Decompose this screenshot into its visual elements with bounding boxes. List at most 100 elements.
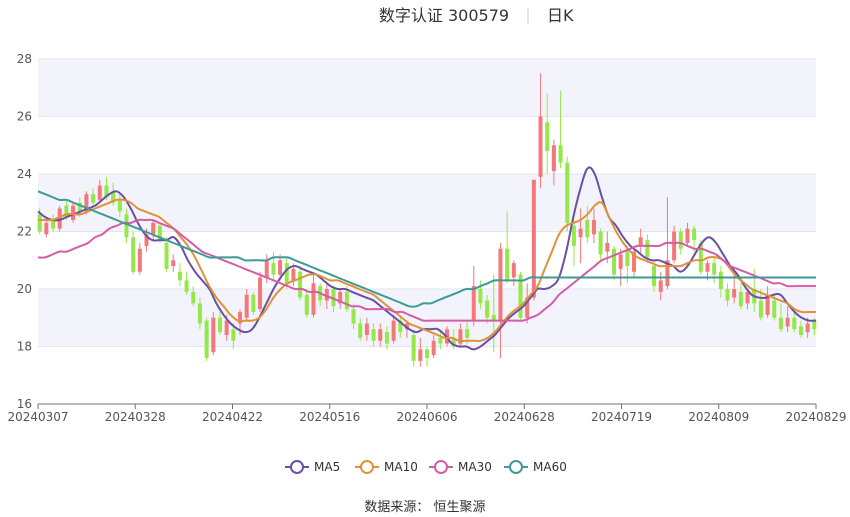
candle xyxy=(632,245,637,278)
candle-body xyxy=(378,329,383,341)
candle xyxy=(692,225,697,255)
candle xyxy=(51,214,56,232)
candle xyxy=(498,243,503,358)
candle-body xyxy=(271,263,276,275)
chart-title: 数字认证 300579 日K xyxy=(379,6,574,25)
candle-body xyxy=(471,286,476,321)
candle xyxy=(685,222,690,246)
candle xyxy=(545,93,550,174)
candle-body xyxy=(418,349,423,361)
candle xyxy=(471,266,476,327)
x-tick-label: 20240307 xyxy=(7,410,68,424)
candle-body xyxy=(231,329,236,341)
x-tick-label: 20240719 xyxy=(591,410,652,424)
candle xyxy=(745,289,750,310)
candle-body xyxy=(71,205,76,220)
candle-body xyxy=(805,323,810,333)
candle-body xyxy=(104,185,109,197)
candle-body xyxy=(51,220,56,229)
candle-body xyxy=(611,248,616,275)
candle-body xyxy=(217,317,222,333)
candle-body xyxy=(538,116,543,177)
candle xyxy=(585,205,590,243)
candle-body xyxy=(177,271,182,281)
candle xyxy=(672,225,677,264)
legend-item-ma30[interactable]: MA30 xyxy=(429,460,492,474)
candle xyxy=(778,303,783,333)
x-tick-label: 20240809 xyxy=(688,410,749,424)
candle-body xyxy=(137,248,142,272)
x-tick-label: 20240328 xyxy=(105,410,166,424)
candle-body xyxy=(371,329,376,341)
candle-body xyxy=(478,289,483,304)
candle-body xyxy=(438,337,443,344)
legend-item-ma60[interactable]: MA60 xyxy=(504,460,567,474)
plot-band xyxy=(38,289,816,347)
legend-item-ma5[interactable]: MA5 xyxy=(285,460,340,474)
candle-body xyxy=(652,266,657,287)
candle xyxy=(558,90,563,169)
plot-band xyxy=(38,59,816,117)
y-tick-label: 18 xyxy=(17,340,32,354)
candle-body xyxy=(551,145,556,172)
candle-body xyxy=(558,145,563,163)
candle xyxy=(792,312,797,333)
candle-body xyxy=(64,205,69,218)
candle xyxy=(211,312,216,356)
candle-body xyxy=(531,179,536,298)
legend-marker xyxy=(434,460,448,474)
candle-body xyxy=(144,234,149,246)
x-axis: 20240307 20240328 20240422 20240516 20240606… xyxy=(7,403,847,424)
candle xyxy=(84,191,89,215)
candle xyxy=(391,314,396,344)
candle xyxy=(171,254,176,272)
candle xyxy=(371,323,376,347)
candle-body xyxy=(97,185,102,200)
legend-label: MA5 xyxy=(314,460,340,474)
candle xyxy=(678,228,683,255)
candle xyxy=(311,274,316,318)
candle xyxy=(117,194,122,218)
candle xyxy=(411,329,416,367)
candle-body xyxy=(712,263,717,275)
y-tick-label: 28 xyxy=(17,52,32,66)
candle xyxy=(765,286,770,318)
candle xyxy=(231,323,236,350)
candle-body xyxy=(725,289,730,301)
candle-body xyxy=(151,222,156,235)
candle-body xyxy=(424,349,430,358)
candle-body xyxy=(117,199,122,212)
candle xyxy=(177,263,182,287)
ma-line-ma60 xyxy=(37,190,816,308)
candle-body xyxy=(258,277,263,310)
candle xyxy=(465,320,470,344)
candle-body xyxy=(585,220,590,238)
ma-line-ma10 xyxy=(38,198,816,343)
candle-body xyxy=(618,254,623,269)
candle-body xyxy=(84,194,89,212)
x-tick-label: 20240422 xyxy=(202,410,263,424)
candle-body xyxy=(698,243,703,272)
candle xyxy=(458,323,463,347)
candle-body xyxy=(485,300,490,318)
candle-body xyxy=(37,214,42,232)
candle xyxy=(71,202,76,223)
candle xyxy=(197,297,202,330)
candle-body xyxy=(692,228,697,241)
candle-body xyxy=(591,220,596,235)
candle xyxy=(438,332,443,350)
candle xyxy=(164,237,169,272)
candle-body xyxy=(458,329,463,344)
candle xyxy=(131,231,136,275)
candle-body xyxy=(685,228,690,243)
candle-body xyxy=(785,317,790,327)
candle-body xyxy=(264,260,269,278)
y-axis: 16 18 20 22 24 26 28 xyxy=(17,52,32,411)
candle-body xyxy=(358,323,363,338)
candle-body xyxy=(124,214,129,238)
x-tick-label: 20240829 xyxy=(785,410,846,424)
legend-item-ma10[interactable]: MA10 xyxy=(355,460,418,474)
candle-body xyxy=(498,248,503,321)
candle xyxy=(91,188,96,206)
candle xyxy=(571,220,576,266)
